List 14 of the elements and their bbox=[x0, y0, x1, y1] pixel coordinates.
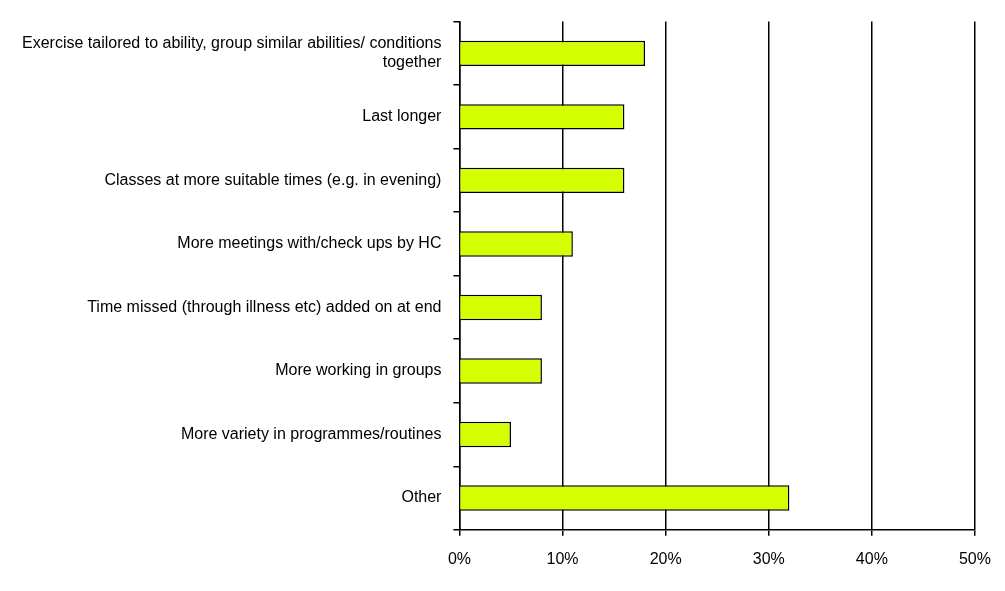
y-tick-label: Classes at more suitable times (e.g. in evening) bbox=[104, 170, 442, 188]
x-tick-label: 30% bbox=[752, 549, 785, 567]
x-tick-label: 10% bbox=[546, 549, 579, 567]
y-tick-label: More variety in programmes/routines bbox=[180, 424, 442, 442]
x-tick-label: 0% bbox=[447, 549, 472, 567]
x-tick-label: 40% bbox=[855, 549, 888, 567]
x-tick-label: 20% bbox=[649, 549, 682, 567]
y-tick-label: Last longer bbox=[362, 107, 443, 125]
y-tick-label: Time missed (through illness etc) added on at end bbox=[87, 297, 442, 315]
x-tick-label: 50% bbox=[958, 549, 991, 567]
y-tick-label: More working in groups bbox=[275, 361, 442, 379]
y-tick-label: Exercise tailored to ability, group similar abilities/ conditions together bbox=[21, 34, 443, 71]
y-tick-label: Other bbox=[401, 488, 443, 506]
y-tick-label: More meetings with/check ups by HC bbox=[177, 234, 442, 252]
